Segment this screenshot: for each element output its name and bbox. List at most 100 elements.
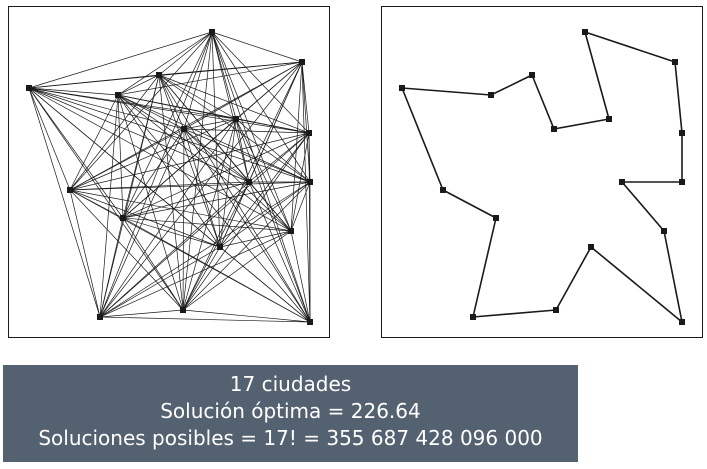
complete-graph-edge [117, 74, 160, 96]
complete-graph-edge [28, 87, 101, 318]
tour-edge [555, 246, 592, 311]
city-node [156, 72, 162, 78]
complete-graph-edge [28, 87, 310, 134]
city-node [493, 215, 499, 221]
tour-edge [472, 217, 497, 318]
city-node [288, 228, 294, 234]
complete-graph-edge [248, 181, 292, 232]
city-node [606, 116, 612, 122]
complete-graph-edge [219, 246, 311, 323]
complete-graph-edge [122, 132, 310, 219]
complete-graph-edge [28, 87, 119, 96]
city-node [67, 187, 73, 193]
complete-graph-edge [99, 217, 124, 318]
complete-graph-edge [183, 128, 311, 183]
city-node [582, 29, 588, 35]
complete-graph-edge [69, 118, 237, 191]
complete-graph-edge [235, 118, 250, 183]
complete-graph-edge [211, 31, 237, 120]
city-node [115, 92, 121, 98]
complete-graph-edge [219, 132, 310, 248]
tour-edge [472, 309, 557, 318]
complete-graph-edge [248, 132, 310, 183]
complete-graph-edge [28, 87, 124, 219]
complete-graph-edge [122, 217, 221, 248]
complete-graph-edge [182, 31, 213, 311]
tour-edge [663, 230, 683, 323]
complete-graph-edge [301, 61, 311, 183]
complete-graph-edge [69, 181, 311, 191]
city-node [470, 314, 476, 320]
complete-graph-edge [183, 118, 237, 130]
complete-graph-edge [183, 128, 292, 232]
complete-graph-edge [290, 61, 303, 232]
complete-graph-edge [219, 181, 250, 248]
city-node [209, 29, 215, 35]
caption-box: 17 ciudades Solución óptima = 226.64 Sol… [3, 365, 578, 462]
complete-graph-edge [99, 309, 184, 318]
tour-edge [674, 61, 683, 134]
complete-graph-edge [219, 181, 311, 248]
complete-graph-edge [99, 181, 250, 318]
possible-solutions-text: Soluciones posibles = 17! = 355 687 428 … [38, 426, 543, 450]
city-node [217, 244, 223, 250]
complete-graph-edge [122, 217, 184, 311]
city-node [553, 307, 559, 313]
complete-graph-edge [182, 132, 310, 311]
complete-graph-edge [122, 217, 292, 232]
complete-graph-edge [69, 189, 221, 248]
complete-graph-edge [117, 61, 303, 96]
complete-graph-edge [122, 118, 237, 219]
city-node [529, 72, 535, 78]
tour-edge [531, 74, 555, 130]
city-node [26, 85, 32, 91]
city-node [679, 130, 685, 136]
complete-graph-edge [219, 230, 292, 248]
complete-graph-panel [8, 6, 330, 338]
city-node [299, 59, 305, 65]
complete-graph-edge [182, 118, 237, 311]
complete-graph-edge [290, 181, 311, 232]
complete-graph-edge [235, 118, 311, 323]
complete-graph-edge [290, 230, 311, 323]
city-node [551, 126, 557, 132]
complete-graph-edge [117, 94, 221, 248]
complete-graph-edge [158, 74, 221, 248]
city-node [679, 319, 685, 325]
complete-graph-edge [211, 31, 311, 183]
complete-graph-edge [69, 94, 119, 191]
complete-graph-edge [183, 128, 311, 323]
complete-graph-edge [235, 118, 311, 183]
tour-edge [490, 74, 533, 96]
complete-graph-edge [28, 87, 292, 232]
city-node [97, 314, 103, 320]
complete-graph-edge [28, 87, 185, 130]
complete-graph-edge [117, 94, 292, 232]
city-node [672, 59, 678, 65]
complete-graph-edge [117, 94, 184, 311]
complete-graph-edge [99, 61, 303, 318]
city-node [488, 92, 494, 98]
complete-graph-edge [182, 181, 311, 311]
tour-edge [621, 181, 665, 232]
complete-graph-edge [69, 132, 310, 191]
city-node [180, 307, 186, 313]
complete-graph-edge [69, 74, 160, 191]
complete-graph-edge [117, 94, 185, 130]
complete-graph-edge [182, 61, 303, 311]
optimal-tour-panel [381, 6, 703, 338]
tour-edge [584, 31, 610, 120]
optimal-tour-diagram [399, 29, 685, 325]
tour-edge [401, 87, 492, 96]
city-node [306, 130, 312, 136]
complete-graph-edge [28, 87, 184, 311]
complete-graph-edge [235, 118, 310, 134]
city-node [246, 179, 252, 185]
complete-graph-edge [182, 246, 221, 311]
city-node [679, 179, 685, 185]
city-node [181, 126, 187, 132]
complete-graph-edge [183, 128, 250, 183]
complete-graph-edge [117, 94, 124, 219]
complete-graph-edge [99, 31, 213, 318]
complete-graph-edge [99, 246, 221, 318]
